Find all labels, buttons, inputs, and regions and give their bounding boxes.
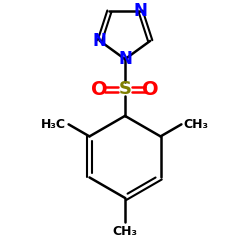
- Text: N: N: [93, 32, 107, 50]
- Text: S: S: [118, 80, 132, 98]
- Text: N: N: [134, 2, 147, 20]
- Text: H₃C: H₃C: [41, 118, 66, 131]
- Text: O: O: [91, 80, 108, 99]
- Text: CH₃: CH₃: [184, 118, 209, 131]
- Text: CH₃: CH₃: [112, 225, 138, 238]
- Text: O: O: [142, 80, 159, 99]
- Text: N: N: [118, 50, 132, 68]
